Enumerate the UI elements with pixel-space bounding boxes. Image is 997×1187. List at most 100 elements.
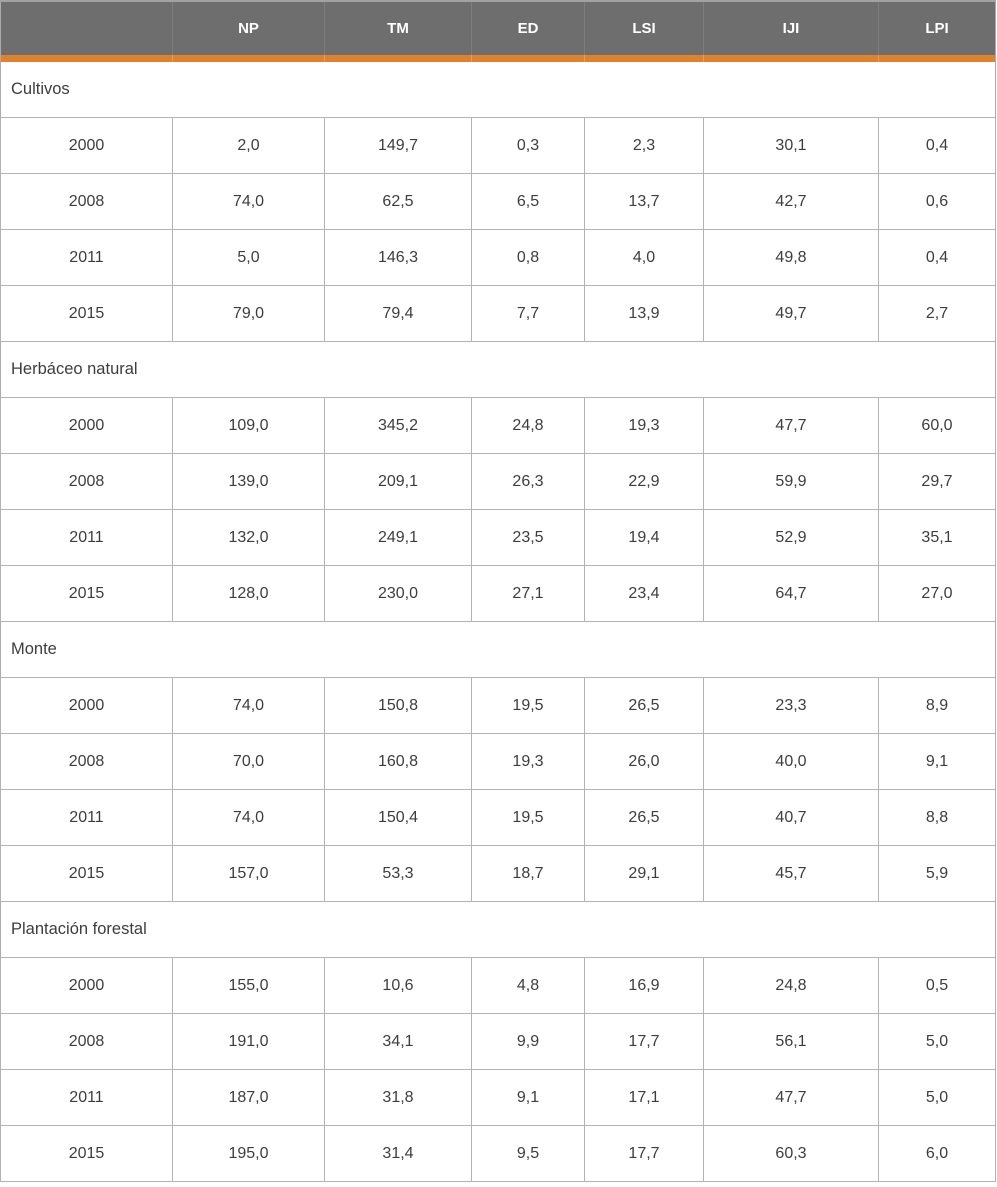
value-cell: 17,7 <box>584 1013 704 1070</box>
column-header-lsi: LSI <box>584 1 704 55</box>
value-cell: 26,0 <box>584 733 704 790</box>
value-cell: 5,0 <box>172 229 325 286</box>
value-cell: 19,3 <box>584 397 704 454</box>
value-cell: 24,8 <box>471 397 585 454</box>
value-cell: 195,0 <box>172 1125 325 1182</box>
value-cell: 6,5 <box>471 173 585 230</box>
value-cell: 47,7 <box>703 1069 879 1126</box>
accent-stripe <box>0 55 173 62</box>
accent-stripe <box>172 55 325 62</box>
value-cell: 249,1 <box>324 509 472 566</box>
value-cell: 7,7 <box>471 285 585 342</box>
value-cell: 13,7 <box>584 173 704 230</box>
year-cell: 2008 <box>0 453 173 510</box>
value-cell: 17,7 <box>584 1125 704 1182</box>
value-cell: 0,8 <box>471 229 585 286</box>
value-cell: 4,0 <box>584 229 704 286</box>
table-row: 2008 70,0 160,8 19,3 26,0 40,0 9,1 <box>0 733 996 790</box>
table-row: 2000 155,0 10,6 4,8 16,9 24,8 0,5 <box>0 957 996 1014</box>
header-row: NP TM ED LSI IJI LPI <box>0 1 996 55</box>
value-cell: 187,0 <box>172 1069 325 1126</box>
year-cell: 2000 <box>0 677 173 734</box>
table-row: 2011 132,0 249,1 23,5 19,4 52,9 35,1 <box>0 509 996 566</box>
table-row: 2011 74,0 150,4 19,5 26,5 40,7 8,8 <box>0 789 996 846</box>
value-cell: 23,4 <box>584 565 704 622</box>
value-cell: 74,0 <box>172 677 325 734</box>
section-label: Cultivos <box>0 62 996 118</box>
value-cell: 146,3 <box>324 229 472 286</box>
value-cell: 128,0 <box>172 565 325 622</box>
value-cell: 157,0 <box>172 845 325 902</box>
value-cell: 345,2 <box>324 397 472 454</box>
table-row: 2015 195,0 31,4 9,5 17,7 60,3 6,0 <box>0 1125 996 1182</box>
value-cell: 149,7 <box>324 117 472 174</box>
value-cell: 16,9 <box>584 957 704 1014</box>
value-cell: 40,7 <box>703 789 879 846</box>
value-cell: 132,0 <box>172 509 325 566</box>
year-cell: 2011 <box>0 1069 173 1126</box>
value-cell: 0,4 <box>878 117 996 174</box>
value-cell: 35,1 <box>878 509 996 566</box>
accent-stripe <box>471 55 585 62</box>
value-cell: 19,3 <box>471 733 585 790</box>
value-cell: 0,5 <box>878 957 996 1014</box>
year-cell: 2000 <box>0 397 173 454</box>
year-cell: 2008 <box>0 1013 173 1070</box>
column-header-blank <box>0 1 173 55</box>
year-cell: 2000 <box>0 957 173 1014</box>
value-cell: 18,7 <box>471 845 585 902</box>
year-cell: 2008 <box>0 733 173 790</box>
value-cell: 5,0 <box>878 1013 996 1070</box>
value-cell: 79,4 <box>324 285 472 342</box>
value-cell: 19,4 <box>584 509 704 566</box>
accent-stripe <box>703 55 879 62</box>
value-cell: 79,0 <box>172 285 325 342</box>
value-cell: 31,8 <box>324 1069 472 1126</box>
value-cell: 49,8 <box>703 229 879 286</box>
column-header-np: NP <box>172 1 325 55</box>
value-cell: 64,7 <box>703 565 879 622</box>
column-header-iji: IJI <box>703 1 879 55</box>
column-header-ed: ED <box>471 1 585 55</box>
value-cell: 160,8 <box>324 733 472 790</box>
value-cell: 26,5 <box>584 789 704 846</box>
value-cell: 45,7 <box>703 845 879 902</box>
value-cell: 23,5 <box>471 509 585 566</box>
value-cell: 9,1 <box>471 1069 585 1126</box>
value-cell: 60,3 <box>703 1125 879 1182</box>
value-cell: 29,7 <box>878 453 996 510</box>
table-row: 2000 109,0 345,2 24,8 19,3 47,7 60,0 <box>0 397 996 454</box>
value-cell: 19,5 <box>471 677 585 734</box>
value-cell: 0,4 <box>878 229 996 286</box>
year-cell: 2015 <box>0 285 173 342</box>
value-cell: 53,3 <box>324 845 472 902</box>
year-cell: 2015 <box>0 845 173 902</box>
value-cell: 150,8 <box>324 677 472 734</box>
value-cell: 29,1 <box>584 845 704 902</box>
value-cell: 52,9 <box>703 509 879 566</box>
value-cell: 34,1 <box>324 1013 472 1070</box>
value-cell: 56,1 <box>703 1013 879 1070</box>
value-cell: 74,0 <box>172 789 325 846</box>
value-cell: 47,7 <box>703 397 879 454</box>
value-cell: 2,0 <box>172 117 325 174</box>
table-row: 2015 128,0 230,0 27,1 23,4 64,7 27,0 <box>0 565 996 622</box>
value-cell: 139,0 <box>172 453 325 510</box>
value-cell: 4,8 <box>471 957 585 1014</box>
section-row: Herbáceo natural <box>0 341 996 398</box>
value-cell: 27,1 <box>471 565 585 622</box>
value-cell: 9,1 <box>878 733 996 790</box>
accent-stripe <box>584 55 704 62</box>
table-body: Cultivos 2000 2,0 149,7 0,3 2,3 30,1 0,4 2008 74,… <box>0 62 996 1182</box>
value-cell: 10,6 <box>324 957 472 1014</box>
accent-stripe <box>878 55 996 62</box>
value-cell: 0,3 <box>471 117 585 174</box>
value-cell: 5,9 <box>878 845 996 902</box>
value-cell: 19,5 <box>471 789 585 846</box>
table-row: 2015 79,0 79,4 7,7 13,9 49,7 2,7 <box>0 285 996 342</box>
accent-stripe <box>324 55 472 62</box>
value-cell: 31,4 <box>324 1125 472 1182</box>
value-cell: 155,0 <box>172 957 325 1014</box>
